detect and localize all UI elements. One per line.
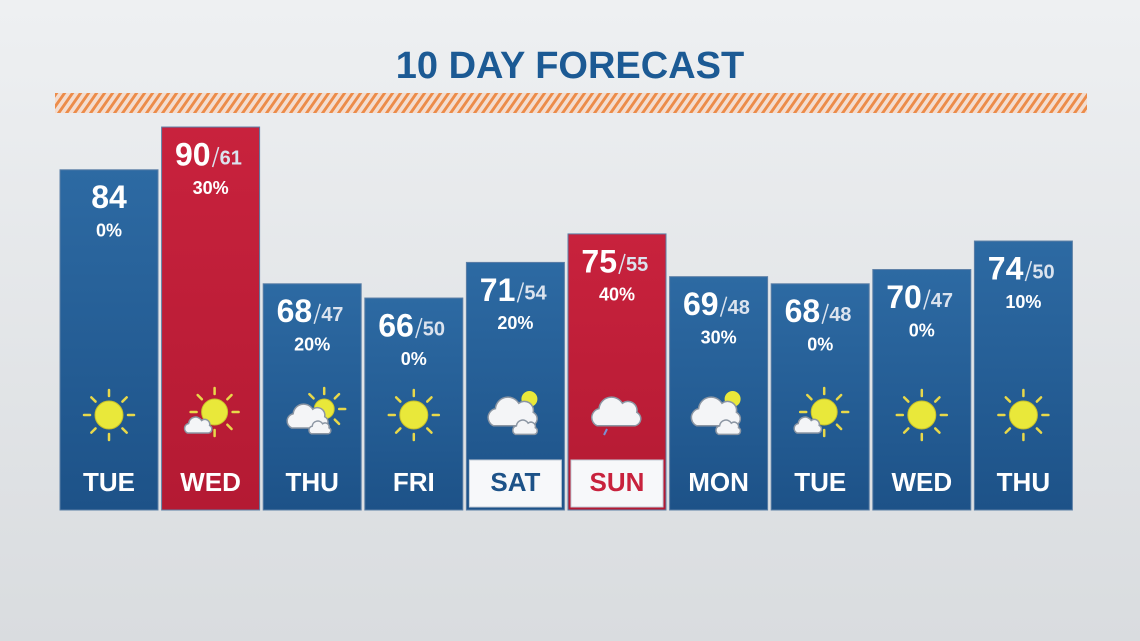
day-box (570, 459, 664, 508)
high-temp: 66 (378, 307, 414, 343)
day-label: THU (997, 467, 1050, 497)
low-temp: 55 (626, 254, 648, 276)
low-temp: 50 (1032, 261, 1054, 283)
sun-ray (226, 393, 233, 401)
sun-ray (121, 427, 128, 434)
high-temp: 74 (988, 250, 1024, 286)
cloud (183, 416, 213, 434)
sun (94, 400, 124, 430)
precip-chance: 20% (294, 335, 330, 355)
low-temp: 47 (931, 290, 953, 312)
sun (399, 400, 429, 430)
precip-chance: 0% (807, 335, 833, 355)
sun-ray (1004, 427, 1012, 434)
cloud (512, 419, 539, 436)
temp-separator (516, 282, 525, 303)
precip-chance: 0% (96, 221, 122, 241)
sun-ray (90, 396, 97, 403)
sun-ray (394, 396, 402, 403)
day-label: WED (891, 467, 952, 497)
day-label: WED (180, 467, 241, 497)
temp-separator (719, 296, 728, 317)
high-temp: 69 (683, 286, 719, 322)
low-temp: 50 (423, 318, 445, 340)
sun-ray (933, 396, 941, 403)
temp-separator (1024, 260, 1033, 282)
sun-ray (121, 396, 128, 403)
sun-ray (308, 392, 315, 400)
cloud (591, 396, 642, 427)
high-temp: 75 (581, 243, 617, 279)
temp-separator (313, 303, 321, 324)
forecast-bar (669, 276, 769, 511)
high-temp: 90 (175, 136, 211, 172)
high-temp: 68 (785, 293, 821, 329)
day-label: SAT (490, 467, 540, 497)
day-box (468, 459, 562, 508)
high-temp: 71 (480, 272, 516, 308)
sun-ray (902, 427, 910, 434)
cloud (308, 420, 332, 435)
sun-ray (933, 427, 941, 434)
low-temp: 48 (728, 297, 750, 319)
high-temp: 68 (277, 293, 313, 329)
temp-separator (821, 303, 829, 324)
day-label: MON (688, 467, 749, 497)
sun-ray (1035, 427, 1043, 434)
sun-ray (902, 396, 910, 403)
precip-chance: 0% (401, 349, 427, 369)
sun-ray (394, 427, 402, 434)
sun-ray (90, 427, 97, 434)
precip-chance: 30% (701, 327, 737, 347)
forecast-bar (59, 169, 159, 511)
temp-separator (923, 289, 931, 310)
low-temp: 61 (220, 147, 242, 169)
title: 10 DAY FORECAST (396, 45, 744, 87)
sun-ray (1004, 396, 1012, 403)
forecast-bar (161, 126, 261, 511)
sun-ray (226, 423, 233, 431)
precip-chance: 20% (497, 313, 533, 333)
sun-ray (333, 418, 341, 426)
temp-separator (618, 253, 626, 275)
divider-band (55, 93, 1087, 113)
cloud (715, 419, 742, 436)
day-label: TUE (794, 467, 846, 497)
day-label: FRI (393, 467, 435, 497)
sun-ray (1035, 396, 1043, 403)
temp-separator (415, 317, 423, 339)
precip-chance: 0% (909, 320, 935, 340)
sun (907, 400, 937, 430)
cloud (487, 396, 538, 427)
low-temp: 47 (321, 304, 343, 326)
rain-drop (603, 428, 608, 436)
sun-ray (425, 396, 433, 403)
cloud (690, 396, 742, 427)
high-temp: 70 (886, 279, 922, 315)
low-temp: 48 (829, 304, 851, 326)
forecast-bar (973, 240, 1073, 511)
sun-ray (835, 423, 843, 431)
cloud (793, 416, 823, 434)
day-label: THU (285, 467, 338, 497)
precip-chance: 40% (599, 285, 635, 305)
sun-ray (333, 392, 341, 400)
high-temp: 84 (91, 179, 127, 215)
temp-separator (211, 146, 220, 168)
day-label: TUE (83, 467, 135, 497)
sun-ray (835, 393, 843, 401)
sun-ray (805, 393, 813, 401)
sun-ray (196, 393, 204, 401)
day-label: SUN (590, 467, 645, 497)
forecast-bar (770, 283, 870, 511)
sun (810, 398, 838, 426)
low-temp: 54 (524, 283, 547, 305)
sun (1008, 400, 1038, 430)
sun (201, 398, 229, 426)
precip-chance: 30% (193, 178, 229, 198)
precip-chance: 10% (1005, 292, 1041, 312)
sun-ray (425, 427, 433, 434)
